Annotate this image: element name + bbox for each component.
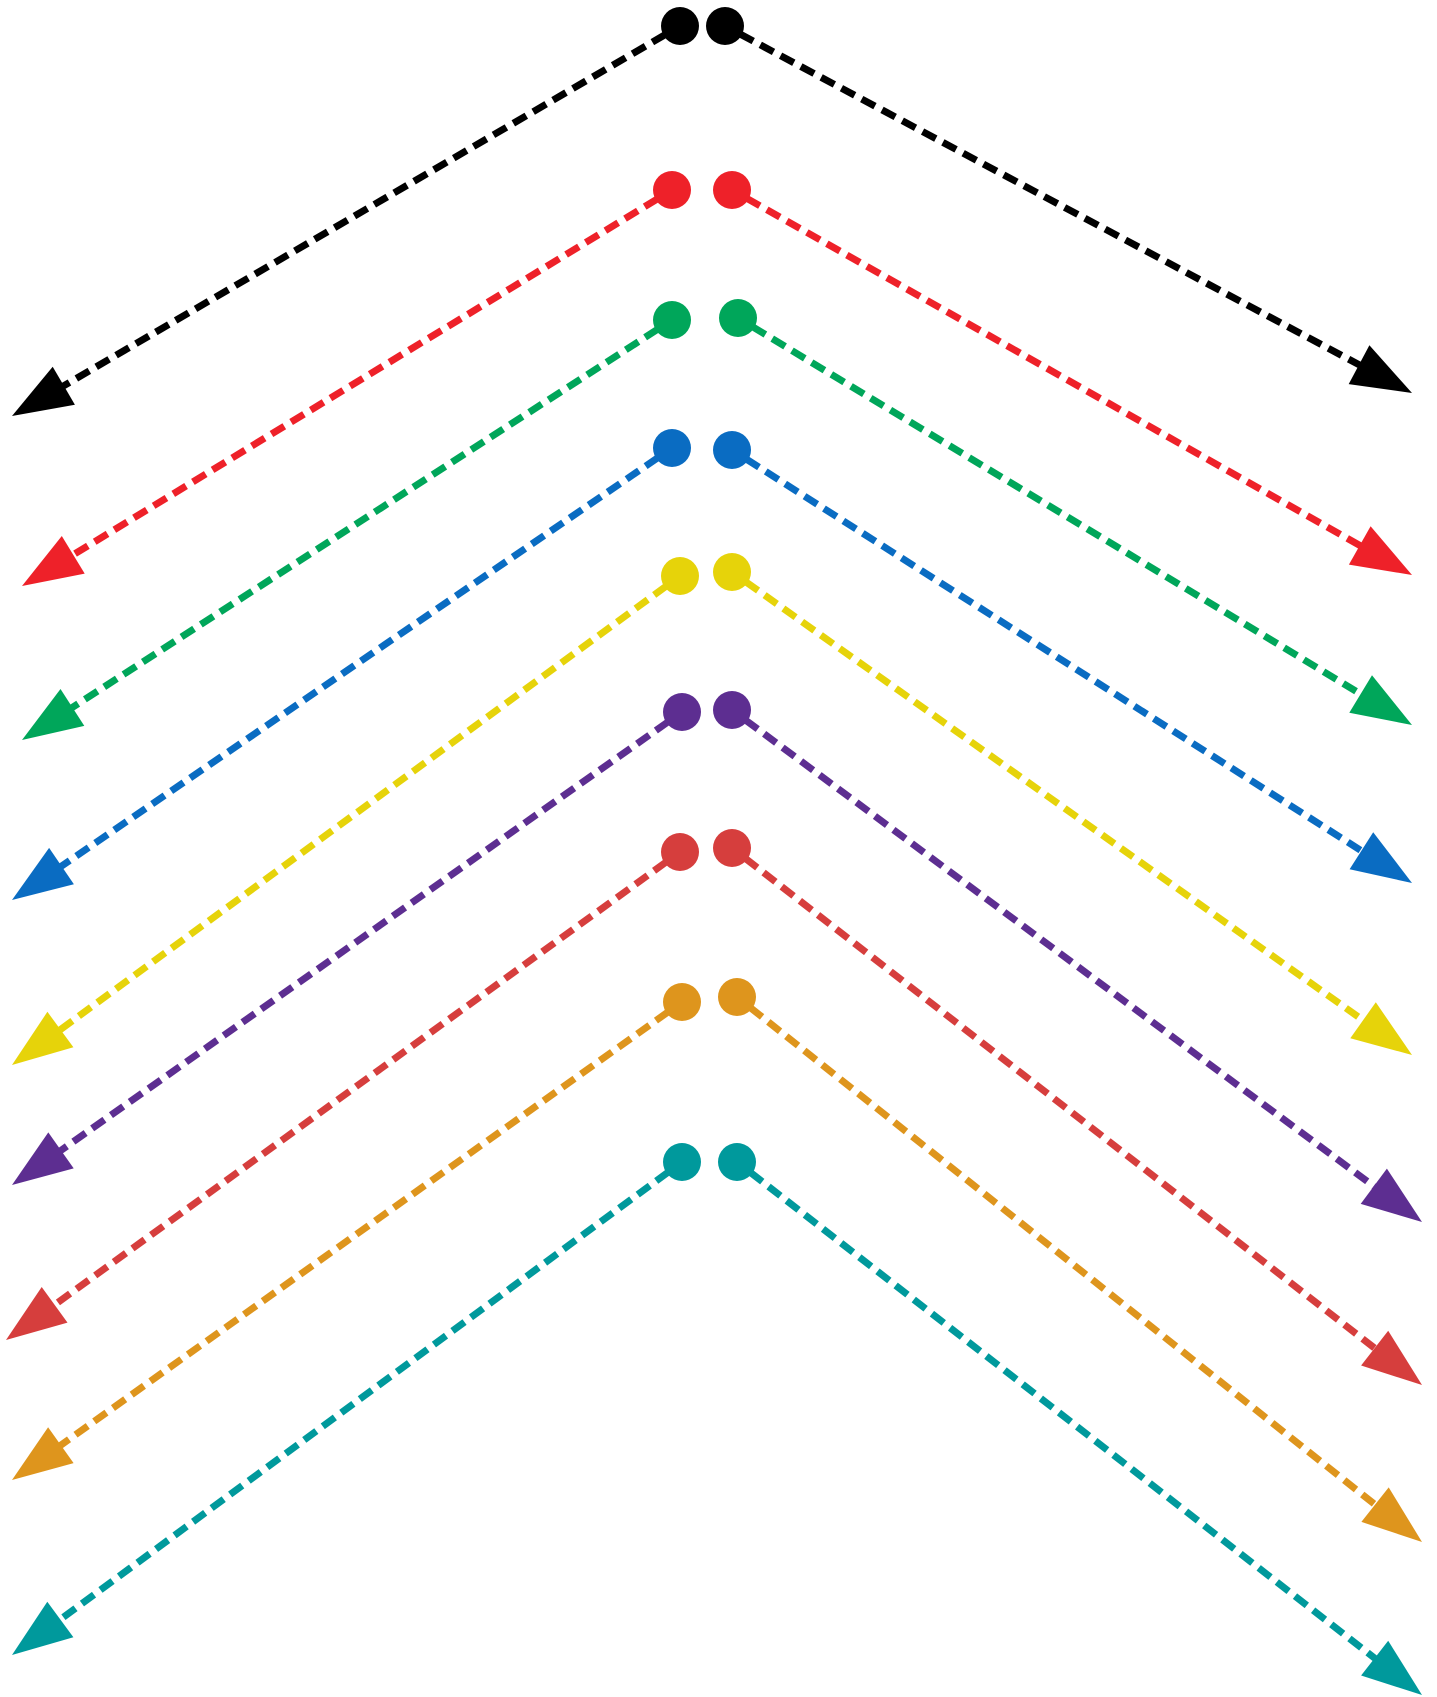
right-arrowhead-icon bbox=[1348, 526, 1412, 575]
right-arrowhead-icon bbox=[1349, 675, 1412, 725]
left-dashed-line bbox=[55, 583, 669, 1035]
right-arrowhead-icon bbox=[1361, 1330, 1422, 1385]
right-dashed-line bbox=[743, 717, 1380, 1192]
left-arrowhead-icon bbox=[12, 1011, 74, 1065]
left-origin-dot bbox=[653, 171, 691, 209]
left-origin-dot bbox=[663, 693, 701, 731]
left-arrowhead-icon bbox=[6, 1287, 68, 1340]
right-dashed-line bbox=[743, 855, 1380, 1354]
left-dashed-line bbox=[56, 454, 660, 872]
left-arrowhead-icon bbox=[12, 1427, 74, 1480]
left-dashed-line bbox=[58, 31, 668, 391]
left-arrowhead-icon bbox=[12, 1132, 74, 1185]
arrow-pair-green bbox=[22, 299, 1412, 740]
left-origin-dot bbox=[653, 301, 691, 339]
right-origin-dot bbox=[713, 553, 751, 591]
right-origin-dot bbox=[713, 171, 751, 209]
right-origin-dot bbox=[718, 978, 756, 1016]
left-arrowhead-icon bbox=[12, 847, 74, 900]
left-origin-dot bbox=[663, 983, 701, 1021]
right-dashed-line bbox=[745, 195, 1365, 551]
left-origin-dot bbox=[661, 557, 699, 595]
left-origin-dot bbox=[661, 7, 699, 45]
right-arrowhead-icon bbox=[1350, 1002, 1412, 1055]
right-dashed-line bbox=[744, 456, 1367, 856]
right-origin-dot bbox=[713, 691, 751, 729]
right-arrowhead-icon bbox=[1349, 832, 1412, 883]
left-origin-dot bbox=[663, 1143, 701, 1181]
right-origin-dot bbox=[713, 829, 751, 867]
left-arrowhead-icon bbox=[12, 366, 75, 416]
right-origin-dot bbox=[713, 431, 751, 469]
arrow-pair-red bbox=[22, 171, 1412, 586]
right-arrowhead-icon bbox=[1348, 345, 1412, 393]
arrow-pair-orange bbox=[12, 978, 1422, 1542]
left-dashed-line bbox=[68, 195, 660, 560]
arrow-pair-blue bbox=[12, 429, 1412, 900]
arrow-pair-black bbox=[12, 7, 1412, 416]
right-origin-dot bbox=[718, 1143, 756, 1181]
left-arrowhead-icon bbox=[22, 536, 85, 586]
left-origin-dot bbox=[661, 833, 699, 871]
right-origin-dot bbox=[719, 299, 757, 337]
left-dashed-line bbox=[55, 718, 671, 1156]
arrow-pair-brick-red bbox=[6, 829, 1422, 1385]
right-dashed-line bbox=[748, 1004, 1381, 1510]
arrow-pair-teal bbox=[12, 1143, 1422, 1695]
left-dashed-line bbox=[67, 326, 660, 713]
left-origin-dot bbox=[653, 429, 691, 467]
left-arrowhead-icon bbox=[12, 1601, 74, 1655]
left-dashed-line bbox=[55, 1009, 671, 1451]
right-arrowhead-icon bbox=[1361, 1640, 1422, 1695]
right-dashed-line bbox=[738, 30, 1365, 370]
right-arrowhead-icon bbox=[1361, 1487, 1422, 1542]
left-dashed-line bbox=[49, 859, 669, 1310]
left-dashed-line bbox=[55, 1169, 671, 1625]
right-origin-dot bbox=[706, 7, 744, 45]
right-dashed-line bbox=[743, 578, 1369, 1026]
left-arrowhead-icon bbox=[22, 689, 85, 740]
arrow-pair-yellow bbox=[12, 553, 1412, 1065]
right-dashed-line bbox=[748, 1169, 1380, 1664]
right-arrowhead-icon bbox=[1360, 1168, 1422, 1222]
right-dashed-line bbox=[750, 323, 1366, 700]
arrow-pair-purple bbox=[12, 691, 1422, 1222]
